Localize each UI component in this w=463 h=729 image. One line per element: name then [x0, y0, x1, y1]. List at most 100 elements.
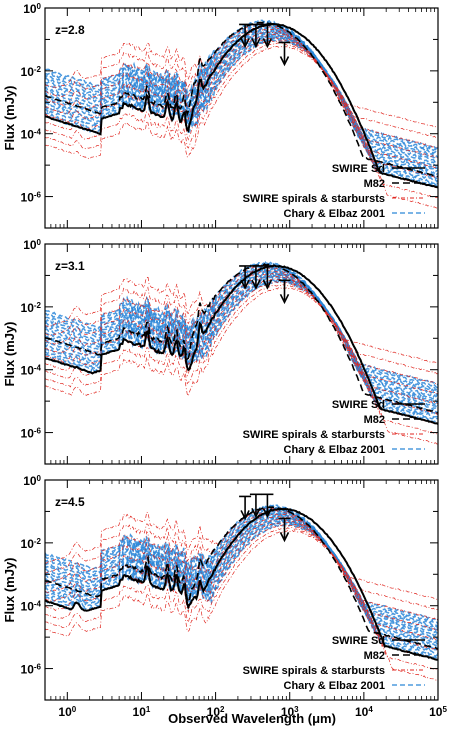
chary-elbaz-curve [45, 29, 438, 170]
chary-elbaz-curve [45, 261, 438, 386]
y-tick-label: 10-2 [21, 536, 42, 551]
upper-limit-arrowhead [279, 293, 290, 305]
upper-limit-arrowhead [262, 38, 273, 49]
swire-template-curve [45, 507, 438, 601]
y-tick-label: 100 [23, 238, 41, 253]
y-axis-title-3: Flux (mJy) [2, 557, 17, 622]
chary-elbaz-curve [45, 30, 438, 173]
legend-label: SWIRE spirals & starbursts [243, 665, 385, 677]
legend-label: Chary & Elbaz 2001 [284, 208, 386, 220]
legend-label: M82 [364, 650, 385, 662]
y-tick-exponent: -2 [34, 536, 42, 545]
x-axis-title: Observed Wavelength (μm) [168, 711, 336, 726]
upper-limit-arrowhead [279, 56, 290, 67]
chary-elbaz-curve [45, 274, 438, 414]
swire-template-curve [45, 278, 438, 415]
upper-limit-arrowhead [251, 279, 261, 290]
legend-label: SWIRE Sd [332, 163, 385, 175]
y-tick-exponent: -6 [34, 426, 42, 435]
upper-limit-arrowhead [262, 279, 273, 290]
x-tick-exponent: 5 [442, 705, 447, 714]
x-tick-label: 100 [58, 705, 76, 720]
x-tick-exponent: 4 [368, 705, 373, 714]
swire-template-curve [45, 510, 438, 610]
swire-template-curve [45, 527, 438, 671]
legend-label: SWIRE Sd [332, 635, 385, 647]
chary-elbaz-curve [45, 265, 438, 394]
y-tick-exponent: -6 [34, 662, 42, 671]
x-tick-exponent: 1 [146, 705, 151, 714]
y-axis-title-1: Flux (mJy) [2, 85, 17, 150]
m82-curve [45, 506, 438, 650]
m82-curve [45, 263, 438, 414]
chary-elbaz-curve [45, 22, 438, 156]
y-tick-label: 10-2 [21, 300, 42, 315]
chary-elbaz-curve [45, 505, 438, 625]
plot-frame [44, 479, 439, 701]
y-tick-exponent: 0 [37, 2, 42, 11]
upper-limit-arrowhead [240, 38, 250, 49]
x-tick-exponent: 3 [294, 705, 299, 714]
x-tick-label: 105 [429, 705, 447, 720]
chart-panel-2: 10-6 10-4 10-2 100 z=3.1 SWIRE Sd M82 SWIRE spi… [21, 238, 439, 465]
y-tick-exponent: -6 [34, 190, 42, 199]
plot-area [45, 503, 438, 681]
chary-elbaz-curve [45, 38, 438, 188]
y-axis-title-2: Flux (mJy) [2, 321, 17, 386]
swire-template-curve [45, 284, 438, 435]
chary-elbaz-curve [45, 272, 438, 409]
y-tick-exponent: -4 [34, 127, 42, 136]
swire-template-curve [45, 264, 438, 365]
plot-frame [44, 7, 439, 229]
swire-sd-curve [45, 507, 438, 661]
swire-template-curve [45, 31, 438, 159]
swire-template-curve [45, 513, 438, 621]
y-tick-label: 10-2 [21, 64, 42, 79]
swire-template-curve [45, 267, 438, 375]
plot-frame [44, 243, 439, 465]
chary-elbaz-curve [45, 269, 438, 404]
y-tick-label: 10-4 [21, 599, 42, 614]
chary-elbaz-curve [45, 508, 438, 629]
chary-elbaz-curve [45, 33, 438, 180]
chary-elbaz-curve [45, 263, 438, 392]
y-tick-label: 100 [23, 474, 41, 489]
swire-template-curve [45, 39, 438, 189]
legend-label: Chary & Elbaz 2001 [284, 444, 386, 456]
chary-elbaz-curve [45, 277, 438, 418]
y-tick-exponent: -2 [34, 64, 42, 73]
upper-limit-arrowhead [279, 532, 290, 543]
panel-redshift-label: z=2.8 [55, 23, 85, 37]
chary-elbaz-curve [45, 268, 438, 401]
y-tick-label: 100 [23, 2, 41, 17]
chary-elbaz-curve [45, 33, 438, 178]
legend-label: M82 [364, 178, 385, 190]
legend-label: Chary & Elbaz 2001 [284, 680, 386, 692]
legend-label: SWIRE spirals & starbursts [243, 429, 385, 441]
chary-elbaz-curve [45, 518, 438, 652]
legend-label: M82 [364, 414, 385, 426]
y-tick-label: 10-6 [21, 662, 42, 677]
chary-elbaz-curve [45, 506, 438, 627]
y-tick-exponent: -4 [34, 599, 42, 608]
swire-template-curve [45, 34, 438, 169]
chary-elbaz-curve [45, 279, 438, 421]
upper-limit-arrowhead [262, 507, 273, 519]
legend-label: SWIRE Sd [332, 399, 385, 411]
y-tick-label: 10-6 [21, 190, 42, 205]
upper-limit-arrowhead [251, 507, 261, 519]
upper-limit-arrowhead [240, 510, 250, 521]
chary-elbaz-curve [45, 19, 438, 150]
chary-elbaz-curve [45, 24, 438, 160]
x-tick-label: 104 [355, 705, 373, 720]
x-tick-exponent: 2 [220, 705, 225, 714]
swire-template-curve [45, 521, 438, 651]
y-tick-exponent: -2 [34, 300, 42, 309]
upper-limit-arrowhead [251, 38, 261, 49]
chart-panel-3: 100 101 102 103 104 10510-610-410-2100z=4.5SW… [21, 474, 448, 720]
chary-elbaz-curve [45, 23, 438, 158]
x-tick-label: 101 [133, 705, 151, 720]
y-tick-exponent: 0 [37, 238, 42, 247]
swire-template-curve [45, 272, 438, 395]
